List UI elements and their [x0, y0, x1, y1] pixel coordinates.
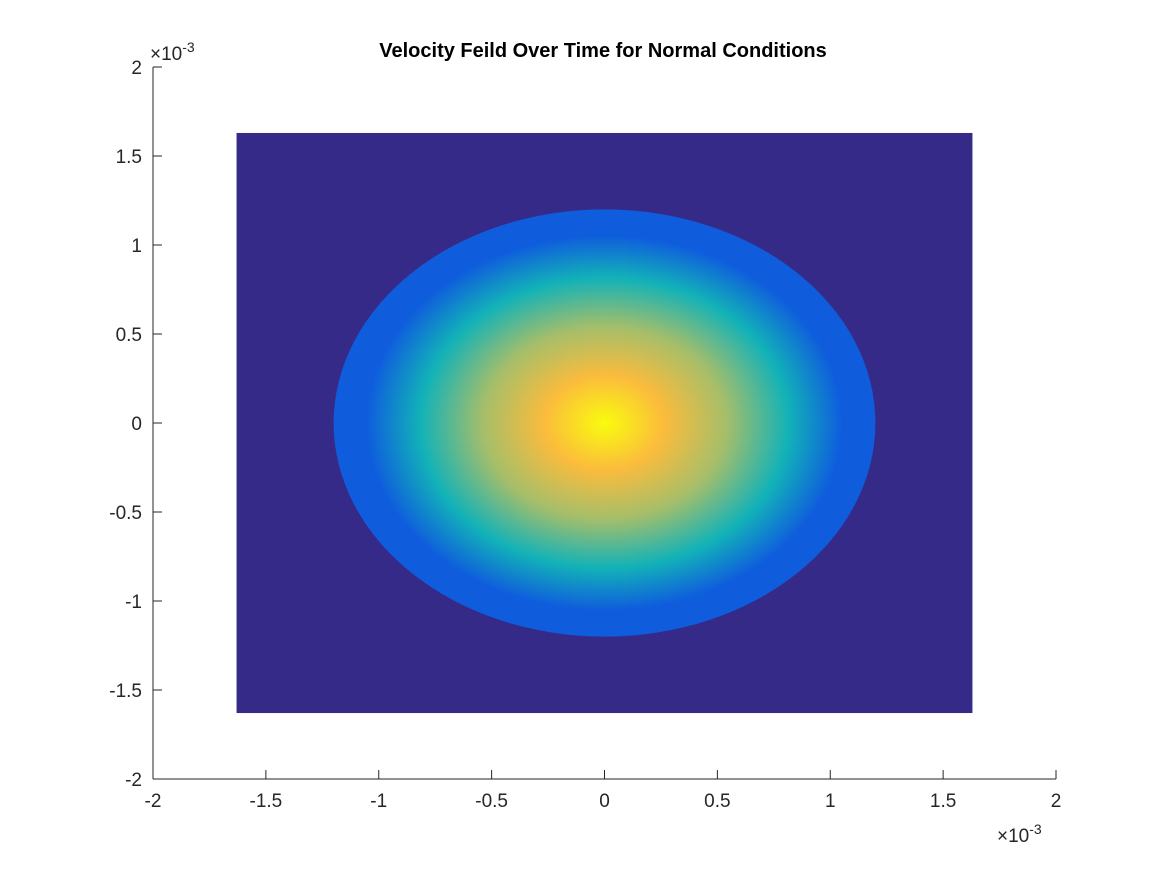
x-tick-label: -1 [370, 791, 387, 812]
y-tick-label: -2 [125, 770, 142, 791]
y-tick-label: 1 [131, 236, 142, 257]
x-tick-label: -0.5 [475, 791, 508, 812]
x-exponent-base: ×10 [997, 826, 1029, 847]
x-tick-label: 0.5 [704, 791, 730, 812]
chart-title: Velocity Feild Over Time for Normal Cond… [379, 40, 827, 62]
y-tick-label: 1.5 [116, 147, 142, 168]
x-tick-label: 1 [825, 791, 836, 812]
velocity-profile [333, 209, 876, 637]
y-tick-label: 0 [131, 414, 142, 435]
y-tick-label: -1.5 [109, 681, 142, 702]
y-tick-label: -0.5 [109, 503, 142, 524]
y-tick-label: 2 [131, 58, 142, 79]
x-tick-label: 0 [599, 791, 610, 812]
y-ticks: -2 -1.5 -1 -0.5 0 0.5 1 1.5 2 [109, 58, 162, 791]
x-tick-label: 1.5 [930, 791, 956, 812]
x-tick-label: -1.5 [250, 791, 283, 812]
x-tick-label: 2 [1051, 791, 1062, 812]
y-axis-exponent: ×10-3 [150, 39, 195, 65]
y-exponent-base: ×10 [150, 44, 182, 65]
y-exponent-power: -3 [182, 39, 195, 55]
y-tick-label: -1 [125, 592, 142, 613]
heatmap [236, 132, 973, 714]
y-tick-label: 0.5 [116, 325, 142, 346]
x-ticks: -2 -1.5 -1 -0.5 0 0.5 1 1.5 2 [145, 770, 1062, 812]
x-exponent-power: -3 [1029, 821, 1042, 837]
x-tick-label: -2 [145, 791, 162, 812]
x-axis-exponent: ×10-3 [997, 821, 1042, 847]
